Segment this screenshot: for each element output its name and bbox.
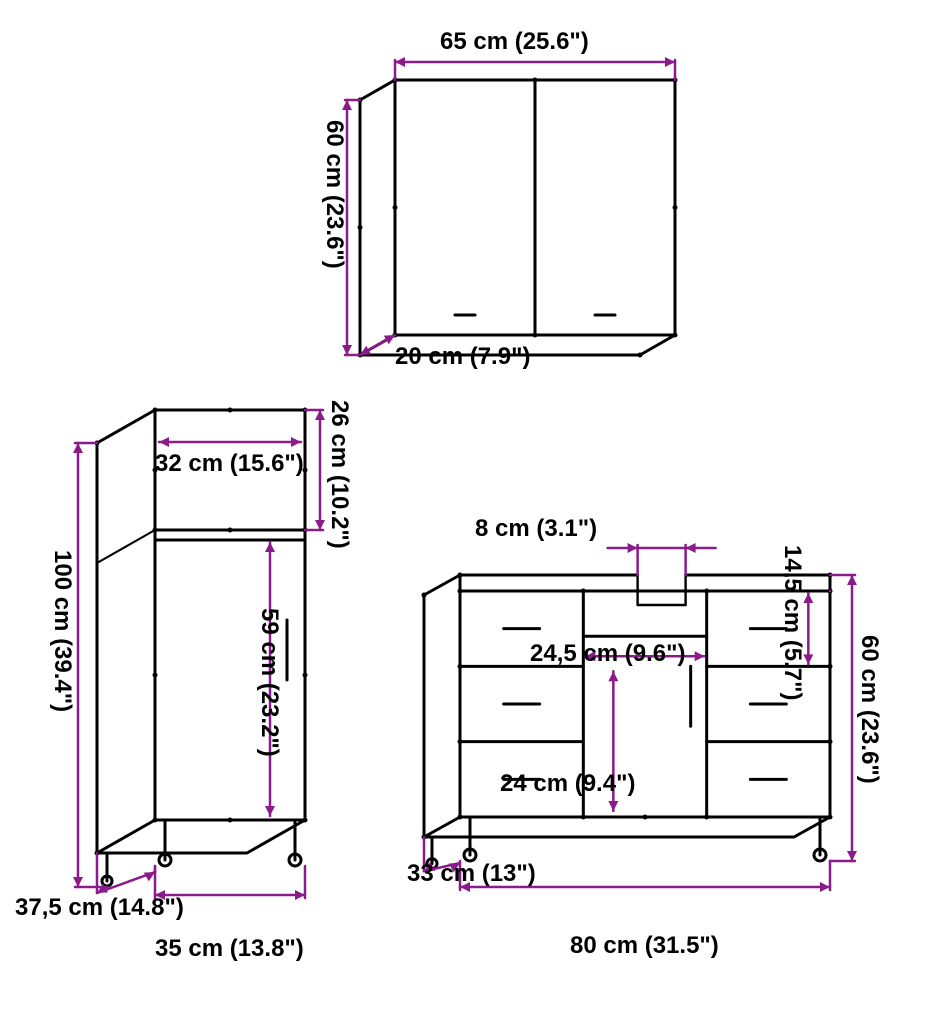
label-top-width: 65 cm (25.6") — [440, 28, 589, 56]
label-top-depth: 20 cm (7.9") — [395, 343, 530, 371]
label-sink-width: 80 cm (31.5") — [570, 932, 719, 960]
label-tall-height: 100 cm (39.4") — [48, 550, 76, 712]
label-sink-side-h: 14,5 cm (5.7") — [778, 545, 806, 700]
label-sink-door-h: 24 cm (9.4") — [500, 770, 635, 798]
label-top-height: 60 cm (23.6") — [320, 120, 348, 269]
label-tall-width: 35 cm (13.8") — [155, 935, 304, 963]
label-tall-inner-width: 32 cm (15.6") — [155, 450, 304, 478]
label-tall-door-height: 59 cm (23.2") — [255, 608, 283, 757]
label-sink-door-w: 24,5 cm (9.6") — [530, 640, 685, 668]
diagram-canvas: 65 cm (25.6") 60 cm (23.6") 20 cm (7.9")… — [0, 0, 927, 1020]
label-sink-height: 60 cm (23.6") — [855, 635, 883, 784]
label-sink-depth: 33 cm (13") — [407, 860, 536, 888]
label-tall-depth: 37,5 cm (14.8") — [15, 894, 184, 922]
label-tall-top-gap: 26 cm (10.2") — [325, 400, 353, 549]
label-sink-gap: 8 cm (3.1") — [475, 515, 597, 543]
